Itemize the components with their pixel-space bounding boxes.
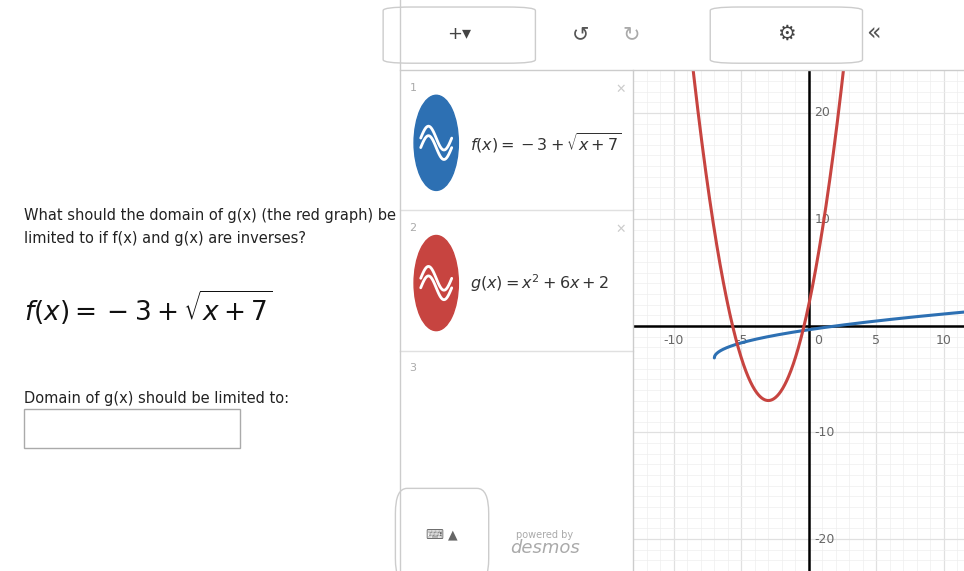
Text: $g(x) = x^2 + 6x + 2$: $g(x) = x^2 + 6x + 2$	[470, 272, 609, 294]
Text: 0: 0	[815, 335, 822, 348]
Text: $f(x) = -3 + \sqrt{x + 7}$: $f(x) = -3 + \sqrt{x + 7}$	[470, 131, 622, 155]
Text: -10: -10	[663, 335, 684, 348]
Text: powered by: powered by	[516, 530, 574, 540]
Text: -10: -10	[815, 426, 835, 439]
Text: 2: 2	[410, 223, 416, 233]
Circle shape	[415, 95, 459, 190]
Text: ↺: ↺	[572, 24, 589, 44]
Text: desmos: desmos	[510, 539, 579, 557]
FancyBboxPatch shape	[383, 7, 535, 63]
Text: «: «	[867, 22, 881, 46]
Text: -5: -5	[736, 335, 747, 348]
Circle shape	[415, 235, 459, 331]
Text: 10: 10	[815, 213, 830, 226]
Text: -20: -20	[815, 533, 835, 545]
Text: 20: 20	[815, 106, 830, 119]
Text: ✕: ✕	[616, 83, 627, 96]
FancyBboxPatch shape	[395, 488, 489, 571]
Text: ✕: ✕	[616, 223, 627, 236]
FancyBboxPatch shape	[710, 7, 863, 63]
Text: ⌨ ▲: ⌨ ▲	[426, 529, 458, 542]
Text: ⚙: ⚙	[777, 24, 795, 44]
Text: 10: 10	[936, 335, 951, 348]
Text: 3: 3	[410, 363, 416, 373]
Text: ↻: ↻	[623, 24, 640, 44]
Text: +▾: +▾	[447, 25, 471, 43]
Text: What should the domain of g(x) (the red graph) be
limited to if f(x) and g(x) ar: What should the domain of g(x) (the red …	[24, 208, 396, 246]
FancyBboxPatch shape	[24, 409, 240, 448]
Text: Domain of g(x) should be limited to:: Domain of g(x) should be limited to:	[24, 391, 289, 406]
Text: 1: 1	[410, 83, 416, 93]
Text: $f(x) = -3 + \sqrt{x + 7}$: $f(x) = -3 + \sqrt{x + 7}$	[24, 288, 273, 327]
Text: 5: 5	[872, 335, 880, 348]
